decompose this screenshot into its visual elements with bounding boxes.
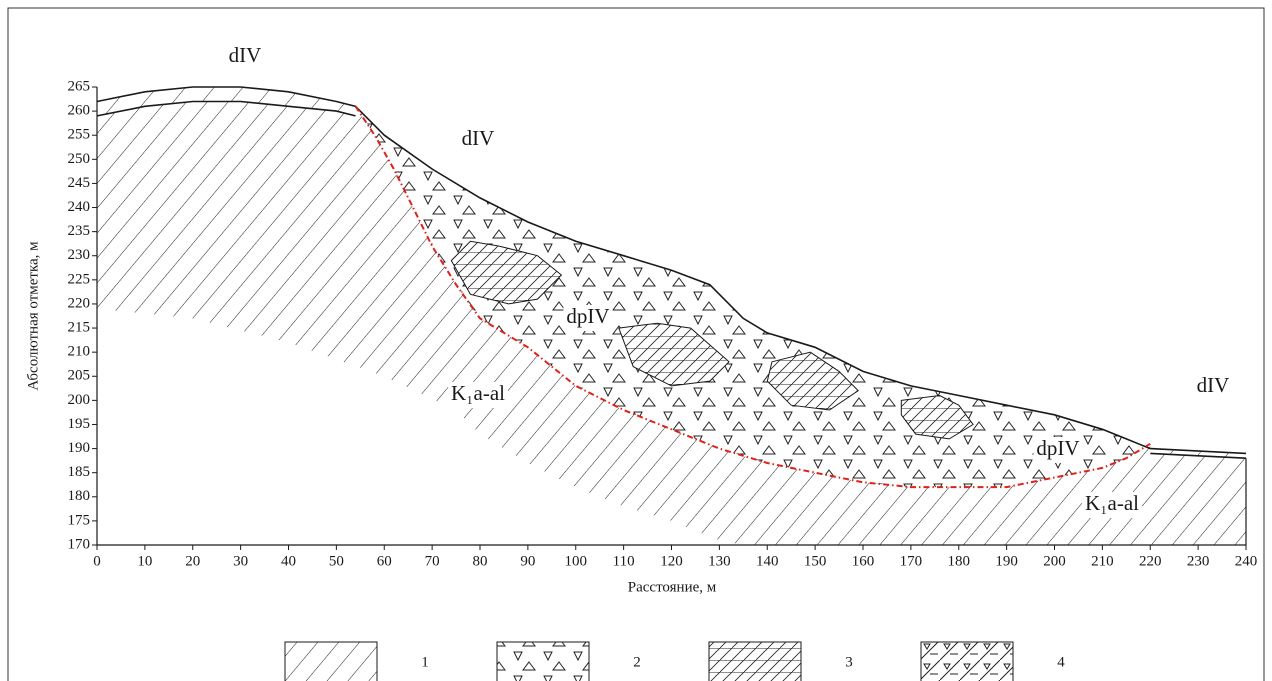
x-tick-label: 150 (804, 553, 827, 569)
legend-swatch (497, 642, 589, 681)
x-tick-label: 60 (377, 553, 392, 569)
x-tick-label: 110 (613, 553, 635, 569)
legend-swatch (709, 642, 801, 681)
annotation: dIV (229, 43, 262, 67)
annotation: dIV (462, 126, 495, 150)
y-tick-label: 195 (68, 416, 91, 432)
legend-swatch (921, 642, 1013, 681)
y-tick-label: 255 (68, 127, 91, 143)
legend-label: 3 (845, 654, 853, 670)
y-tick-label: 180 (68, 488, 91, 504)
x-tick-label: 50 (329, 553, 344, 569)
y-tick-label: 185 (68, 464, 91, 480)
annotation: K₁a-al (451, 381, 505, 405)
x-tick-label: 80 (473, 553, 488, 569)
x-tick-label: 120 (660, 553, 683, 569)
y-tick-label: 245 (68, 175, 91, 191)
x-tick-label: 140 (756, 553, 779, 569)
y-tick-label: 220 (68, 295, 91, 311)
y-tick-label: 215 (68, 319, 91, 335)
y-tick-label: 240 (68, 199, 91, 215)
annotation: dpIV (566, 304, 609, 328)
x-tick-label: 40 (281, 553, 296, 569)
landslide-fill (356, 106, 1151, 487)
fills (97, 87, 1246, 545)
y-tick-label: 170 (68, 536, 91, 552)
legend-label: 4 (1057, 654, 1065, 670)
legend-label: 1 (421, 654, 429, 670)
y-tick-label: 200 (68, 392, 91, 408)
y-tick-label: 235 (68, 223, 91, 239)
x-tick-label: 0 (93, 553, 101, 569)
x-tick-label: 20 (185, 553, 200, 569)
y-axis-title: Абсолютная отметка, м (25, 241, 41, 391)
annotation: dIV (1197, 373, 1230, 397)
y-tick-label: 230 (68, 247, 91, 263)
y-tick-label: 175 (68, 512, 91, 528)
y-tick-label: 205 (68, 368, 91, 384)
x-tick-label: 30 (233, 553, 248, 569)
x-tick-label: 160 (852, 553, 875, 569)
x-tick-label: 90 (520, 553, 535, 569)
x-tick-label: 70 (425, 553, 440, 569)
annotation: K₁a-al (1085, 491, 1139, 515)
annotation: dpIV (1036, 436, 1079, 460)
y-tick-label: 225 (68, 271, 91, 287)
x-tick-label: 180 (948, 553, 971, 569)
y-tick-label: 260 (68, 103, 91, 119)
y-tick-label: 265 (68, 78, 91, 94)
x-tick-label: 210 (1091, 553, 1114, 569)
x-tick-label: 230 (1187, 553, 1210, 569)
page: Расстояние, м Абсолютная отметка, м 0 10 2… (0, 0, 1272, 681)
chart: Расстояние, м Абсолютная отметка, м 0 10 2… (0, 0, 1272, 681)
legend-swatch (285, 642, 377, 681)
x-tick-label: 170 (900, 553, 923, 569)
x-tick-label: 220 (1139, 553, 1162, 569)
y-tick-label: 190 (68, 440, 91, 456)
x-tick-label: 130 (708, 553, 731, 569)
x-tick-label: 100 (565, 553, 588, 569)
legend-label: 2 (633, 654, 641, 670)
x-tick-label: 240 (1235, 553, 1258, 569)
x-axis-title: Расстояние, м (628, 579, 717, 595)
y-tick-label: 250 (68, 151, 91, 167)
x-tick-label: 10 (137, 553, 152, 569)
y-tick-label: 210 (68, 344, 91, 360)
x-tick-label: 200 (1043, 553, 1066, 569)
x-tick-label: 190 (995, 553, 1018, 569)
